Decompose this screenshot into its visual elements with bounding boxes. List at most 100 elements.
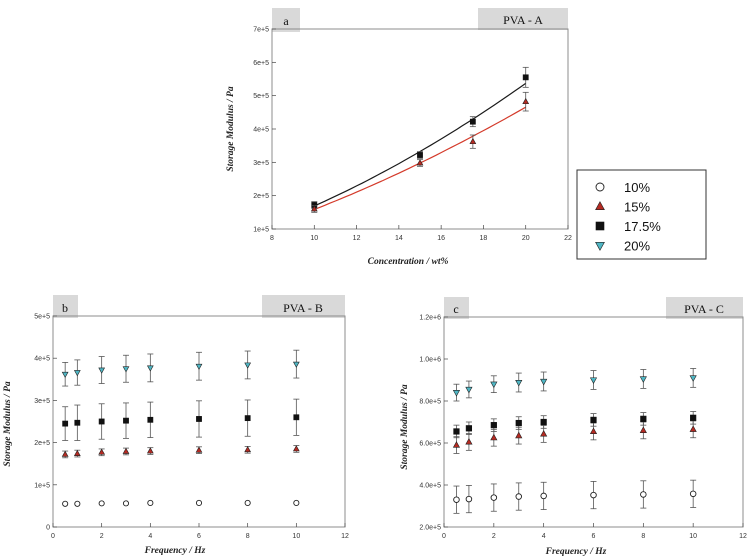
data-point	[465, 495, 473, 503]
y-tick-label: 1e+5	[253, 227, 269, 234]
data-point	[61, 450, 69, 457]
data-point	[244, 362, 252, 369]
data-point	[123, 417, 129, 424]
y-tick-label: 3e+5	[34, 398, 50, 405]
panel-title-tab-b	[262, 295, 345, 318]
x-tick-label: 4	[542, 533, 546, 540]
data-point	[62, 500, 69, 507]
data-point	[452, 390, 461, 397]
data-point	[640, 415, 647, 422]
data-point	[522, 74, 529, 81]
legend-marker	[595, 242, 605, 251]
data-point	[122, 500, 130, 507]
data-point	[122, 366, 130, 373]
data-point	[490, 433, 498, 441]
x-tick-label: 0	[442, 533, 446, 540]
data-point	[62, 420, 69, 427]
legend-marker	[595, 182, 605, 192]
legend-label: 10%	[624, 180, 650, 195]
data-point	[146, 365, 154, 372]
y-tick-label: 1.2e+6	[419, 315, 441, 322]
x-tick-label: 12	[353, 235, 361, 242]
y-tick-label: 1.0e+6	[419, 357, 441, 364]
data-point	[590, 491, 597, 499]
x-tick-label: 8	[246, 533, 250, 540]
x-tick-label: 10	[689, 533, 697, 540]
data-point	[469, 137, 477, 145]
data-point	[515, 379, 523, 387]
y-tick-label: 2e+5	[253, 193, 269, 200]
data-point	[640, 491, 647, 498]
x-tick-label: 12	[739, 533, 747, 540]
x-tick-label: 10	[292, 533, 300, 540]
data-point	[490, 381, 498, 389]
data-point	[589, 377, 598, 384]
panel-label-tab-a	[272, 8, 300, 32]
y-tick-label: 4e+5	[34, 356, 50, 363]
panel-label-a: a	[283, 14, 289, 28]
panel-title-b: PVA - B	[283, 301, 323, 315]
x-tick-label: 20	[522, 235, 530, 242]
fit-curve	[314, 82, 527, 207]
data-point	[522, 97, 530, 105]
data-point	[590, 416, 597, 424]
x-tick-label: 8	[641, 533, 645, 540]
data-point	[417, 152, 423, 158]
panel-label-tab-b	[53, 295, 78, 318]
y-tick-label: 4.0e+5	[419, 483, 441, 490]
data-point	[244, 446, 252, 453]
y-tick-label: 4e+5	[253, 127, 269, 134]
data-point	[147, 416, 154, 423]
data-point	[244, 499, 251, 506]
x-axis-label-b: Frequency / Hz	[144, 546, 206, 556]
chart-panel-b: b PVA - B 0 2 4 6 8 10 12 0 1e+5 2e+5 3e+5 4e+5 5e+5…	[3, 295, 349, 556]
data-point	[73, 370, 81, 377]
x-tick-label: 14	[395, 235, 403, 242]
data-point	[540, 492, 547, 500]
data-point	[452, 441, 461, 448]
y-tick-label: 5e+5	[253, 93, 269, 100]
panel-label-c: c	[453, 302, 458, 316]
data-point	[689, 490, 697, 498]
y-tick-label: 7e+5	[253, 27, 269, 34]
x-tick-label: 2	[100, 533, 104, 540]
y-tick-label: 2e+5	[34, 440, 50, 447]
data-point	[639, 426, 647, 433]
data-point	[490, 422, 497, 429]
y-axis-label-a: Storage Modulus / Pa	[226, 86, 236, 172]
y-tick-label: 5e+5	[34, 314, 50, 321]
x-tick-label: 22	[564, 235, 572, 242]
data-point	[690, 414, 697, 421]
data-point	[453, 428, 460, 435]
data-point	[293, 499, 300, 506]
panel-frame-a	[271, 28, 569, 230]
data-point	[515, 493, 523, 500]
x-tick-label: 6	[592, 533, 596, 540]
data-point	[292, 361, 300, 368]
data-point	[147, 499, 154, 506]
data-point	[540, 378, 548, 386]
panel-label-tab-c	[444, 297, 469, 319]
data-point	[540, 429, 548, 437]
x-tick-label: 16	[437, 235, 445, 242]
data-point	[490, 494, 498, 501]
x-tick-label: 6	[197, 533, 201, 540]
data-point	[195, 446, 203, 453]
x-axis-label-c: Frequency / Hz	[545, 547, 607, 557]
x-tick-label: 18	[480, 235, 488, 242]
legend-label: 15%	[624, 200, 650, 215]
data-point	[74, 419, 81, 426]
y-tick-label: 6e+5	[253, 60, 269, 67]
legend: 10% 15% 17.5% 20%	[576, 169, 707, 260]
data-point	[98, 418, 105, 425]
data-point	[540, 418, 547, 426]
data-point	[244, 415, 251, 422]
panel-title-tab-c	[666, 297, 743, 319]
y-tick-label: 6.0e+5	[419, 441, 441, 448]
data-point	[689, 375, 697, 382]
x-tick-label: 0	[51, 533, 55, 540]
x-tick-label: 4	[148, 533, 152, 540]
x-tick-label: 12	[341, 533, 349, 540]
data-point	[453, 496, 460, 503]
